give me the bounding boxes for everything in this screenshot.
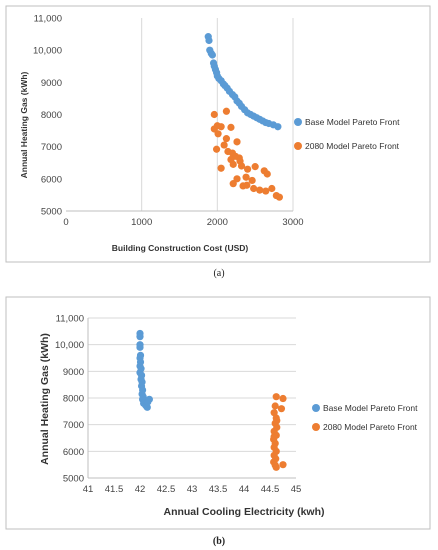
data-point-2080-model bbox=[229, 160, 237, 168]
y-tick-label: 5000 bbox=[63, 474, 84, 485]
data-point-2080-model bbox=[212, 145, 221, 153]
data-point-2080-model bbox=[217, 164, 225, 172]
y-tick-label: 7000 bbox=[41, 142, 62, 153]
y-tick-label: 8000 bbox=[41, 110, 62, 121]
x-tick-label: 41.5 bbox=[105, 484, 124, 495]
data-point-2080-model bbox=[229, 180, 237, 188]
legend-label-base-model: Base Model Pareto Front bbox=[305, 117, 400, 127]
data-point-base-model bbox=[145, 395, 153, 403]
data-point-2080-model bbox=[256, 186, 264, 194]
chart-b-axes bbox=[87, 318, 296, 479]
chart-panel-a: 5000 6000 7000 8000 9000 10,000 11,000 0 1000 20… bbox=[5, 5, 431, 263]
chart-a-x-axis-label: Building Construction Cost (USD) bbox=[112, 243, 249, 253]
data-point-base-model bbox=[143, 403, 151, 411]
x-tick-label: 43 bbox=[187, 484, 198, 495]
data-point-2080-model bbox=[233, 138, 241, 146]
data-point-2080-model bbox=[262, 187, 270, 195]
chart-a-legend: Base Model Pareto Front 2080 Model Paret… bbox=[294, 117, 400, 151]
data-point-2080-model bbox=[279, 461, 287, 469]
data-point-2080-model bbox=[220, 141, 228, 149]
x-tick-label: 42.5 bbox=[157, 484, 176, 495]
data-point-2080-model bbox=[251, 163, 259, 171]
data-point-2080-model bbox=[268, 184, 276, 193]
x-tick-label: 1000 bbox=[131, 217, 152, 228]
data-point-2080-model bbox=[243, 181, 251, 189]
data-point-2080-model bbox=[270, 433, 278, 441]
y-tick-label: 8000 bbox=[63, 394, 84, 405]
x-tick-label: 43.5 bbox=[209, 484, 228, 495]
legend-label-2080-model: 2080 Model Pareto Front bbox=[305, 141, 400, 151]
data-point-2080-model bbox=[263, 170, 271, 178]
x-tick-label: 3000 bbox=[282, 217, 303, 228]
data-point-base-model bbox=[136, 343, 144, 351]
y-tick-label: 7000 bbox=[63, 420, 84, 431]
chart-b-y-axis-label: Annual Heating Gas (kWh) bbox=[39, 333, 51, 465]
y-tick-label: 11,000 bbox=[56, 314, 84, 325]
caption-b: (b) bbox=[213, 536, 225, 547]
caption-a: (a) bbox=[213, 268, 224, 279]
x-tick-label: 0 bbox=[63, 217, 68, 228]
x-tick-label: 44 bbox=[239, 484, 250, 495]
y-tick-label: 5000 bbox=[41, 207, 62, 218]
y-tick-label: 10,000 bbox=[33, 46, 62, 57]
chart-a-data-points bbox=[204, 33, 283, 201]
data-point-2080-model bbox=[222, 107, 231, 115]
chart-a-x-tick-labels: 0 1000 2000 3000 bbox=[63, 217, 303, 228]
data-point-2080-model bbox=[227, 123, 235, 131]
data-point-2080-model bbox=[244, 165, 252, 173]
data-point-base-model bbox=[274, 123, 282, 131]
chart-b-x-tick-labels: 41 41.5 42 42.5 43 43.5 44 44.5 45 bbox=[83, 484, 302, 495]
y-tick-label: 9000 bbox=[41, 78, 62, 89]
data-point-2080-model bbox=[242, 173, 250, 181]
chart-a-y-tick-labels: 5000 6000 7000 8000 9000 10,000 11,000 bbox=[33, 14, 62, 218]
y-tick-label: 6000 bbox=[41, 174, 62, 185]
chart-b-legend: Base Model Pareto Front 2080 Model Paret… bbox=[312, 403, 418, 432]
legend-label-base-model: Base Model Pareto Front bbox=[323, 403, 418, 413]
data-point-base-model bbox=[205, 36, 213, 45]
data-point-base-model bbox=[136, 333, 144, 341]
chart-b-data-points bbox=[136, 329, 287, 471]
data-point-2080-model bbox=[214, 130, 222, 138]
legend-marker-2080-model bbox=[312, 423, 320, 431]
data-point-2080-model bbox=[273, 417, 281, 425]
data-point-2080-model bbox=[279, 394, 287, 403]
data-point-2080-model bbox=[248, 176, 256, 185]
y-tick-label: 6000 bbox=[63, 447, 84, 458]
data-point-2080-model bbox=[222, 135, 231, 143]
y-tick-label: 10,000 bbox=[55, 340, 84, 351]
chart-a-y-axis-label: Annual Heating Gas (kWh) bbox=[19, 71, 29, 178]
chart-b-x-axis-label: Annual Cooling Electricity (kwh) bbox=[163, 506, 324, 518]
legend-marker-base-model bbox=[312, 404, 320, 412]
data-point-2080-model bbox=[217, 123, 225, 131]
data-point-2080-model bbox=[233, 175, 241, 183]
data-point-2080-model bbox=[272, 393, 280, 401]
data-point-2080-model bbox=[237, 162, 246, 170]
data-point-2080-model bbox=[271, 402, 279, 410]
data-point-2080-model bbox=[210, 110, 218, 119]
y-tick-label: 11,000 bbox=[34, 14, 62, 25]
x-tick-label: 44.5 bbox=[261, 484, 280, 495]
legend-marker-2080-model bbox=[294, 142, 302, 150]
data-point-2080-model bbox=[277, 405, 286, 413]
data-point-2080-model bbox=[250, 184, 258, 193]
legend-label-2080-model: 2080 Model Pareto Front bbox=[323, 422, 418, 432]
chart-b-y-tick-labels: 5000 6000 7000 8000 9000 10,000 11,000 bbox=[55, 314, 84, 485]
data-point-2080-model bbox=[272, 463, 280, 471]
x-tick-label: 2000 bbox=[207, 217, 228, 228]
chart-b-gridlines bbox=[88, 317, 296, 452]
x-tick-label: 41 bbox=[83, 484, 94, 495]
x-tick-label: 45 bbox=[291, 484, 302, 495]
y-tick-label: 9000 bbox=[63, 367, 84, 378]
x-tick-label: 42 bbox=[135, 484, 146, 495]
legend-marker-base-model bbox=[294, 118, 302, 126]
data-point-2080-model bbox=[275, 193, 283, 201]
data-point-base-model bbox=[208, 51, 217, 59]
